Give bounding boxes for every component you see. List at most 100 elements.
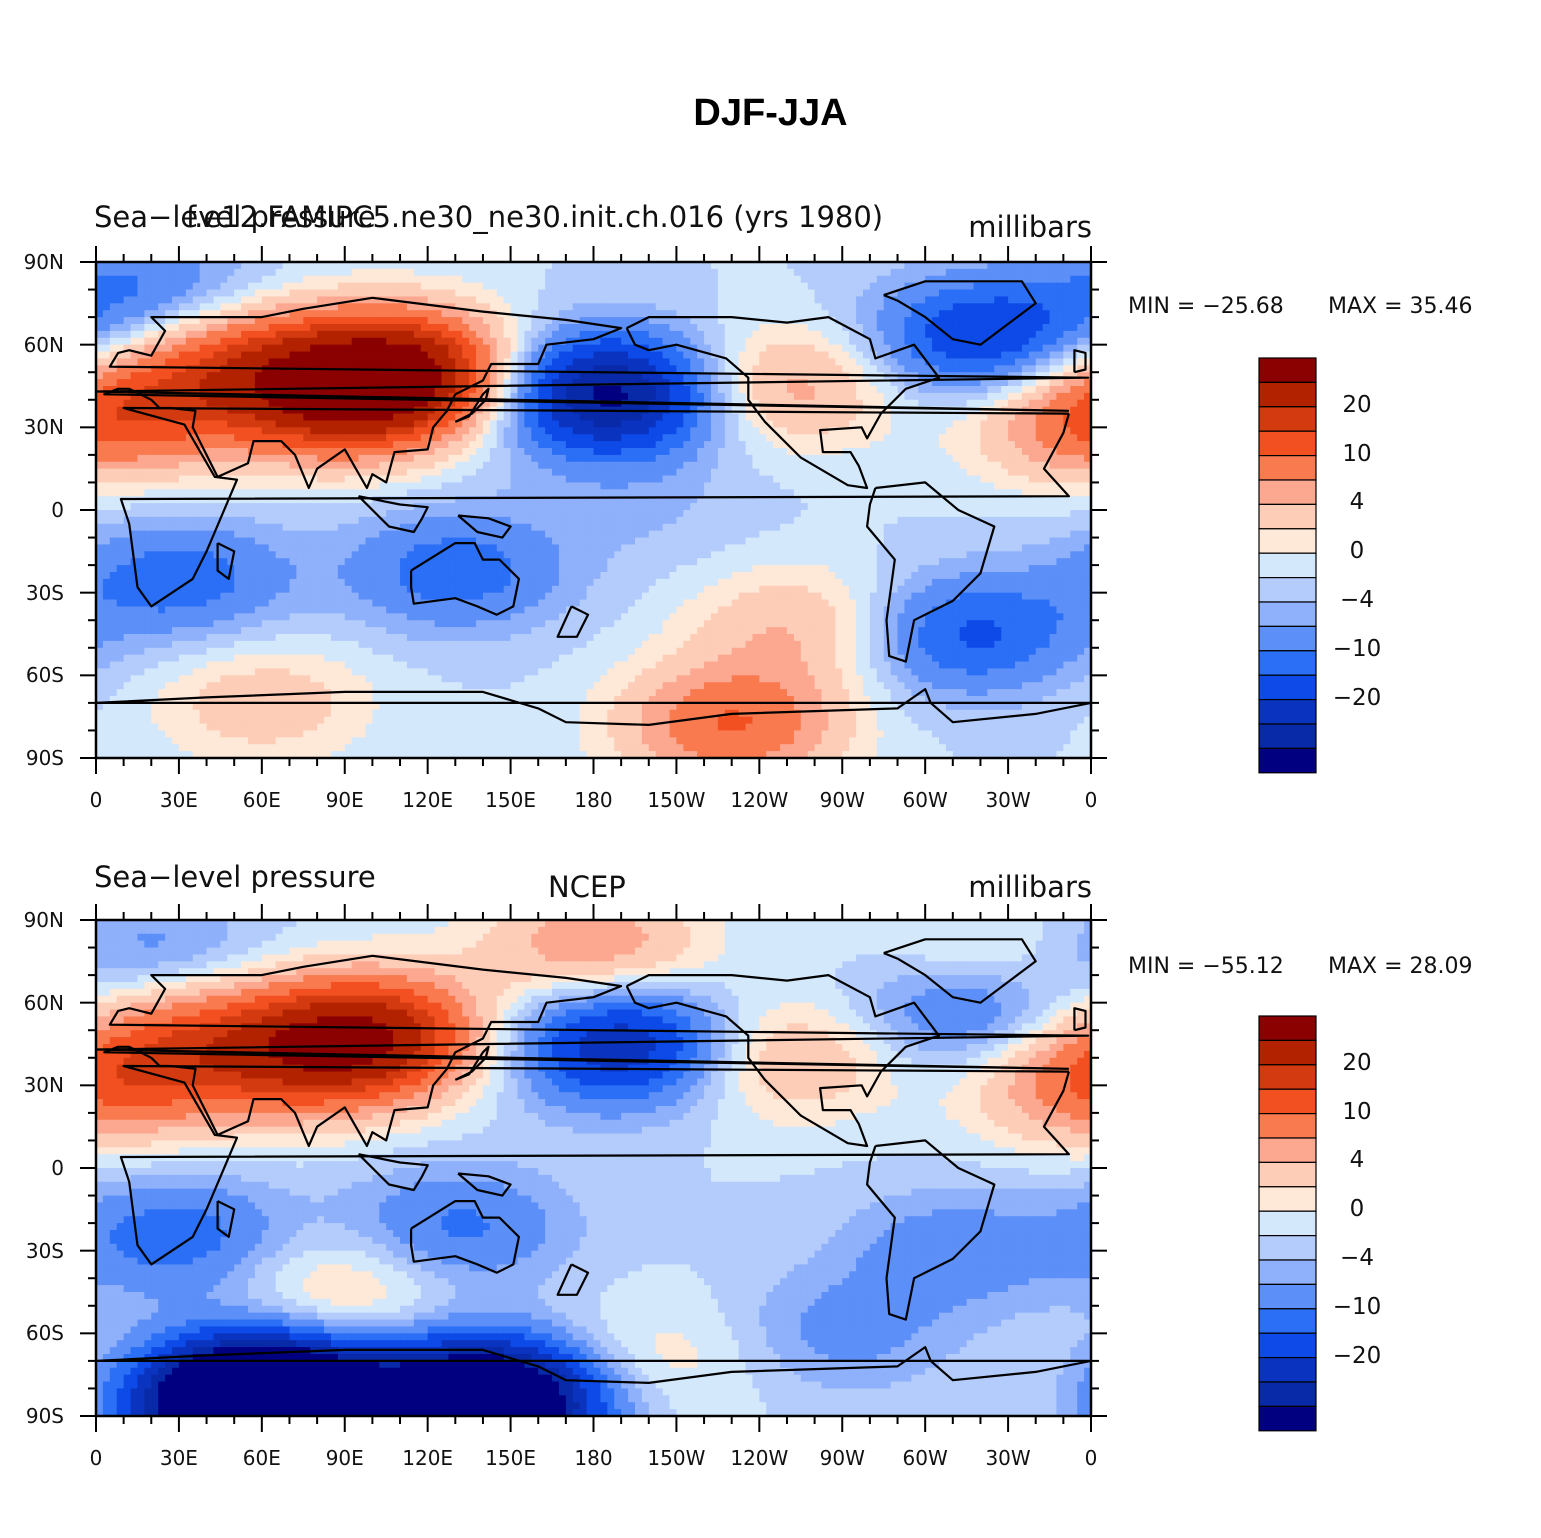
field-cell — [1084, 289, 1091, 298]
field-cell — [1077, 351, 1085, 360]
field-cell — [558, 303, 567, 311]
field-cell — [351, 372, 360, 380]
field-cell — [786, 489, 795, 497]
field-cell — [227, 351, 235, 360]
field-cell — [766, 406, 774, 415]
field-cell — [793, 303, 802, 311]
field-cell — [683, 282, 691, 291]
field-cell — [1035, 413, 1044, 422]
field-cell — [1077, 344, 1085, 353]
field-cell — [683, 468, 691, 477]
field-cell — [1084, 317, 1091, 325]
field-cell — [413, 358, 422, 366]
field-cell — [1063, 482, 1071, 490]
field-cell — [1056, 337, 1064, 346]
field-cell — [745, 337, 754, 346]
field-cell — [690, 461, 698, 470]
field-cell — [973, 303, 982, 311]
field-cell — [406, 399, 415, 408]
field-cell — [641, 324, 650, 332]
field-cell — [489, 461, 498, 470]
field-cell — [780, 434, 788, 442]
field-cell — [296, 434, 304, 442]
field-cell — [213, 413, 221, 422]
field-cell — [655, 351, 664, 360]
field-cell — [241, 413, 249, 422]
field-cell — [96, 386, 104, 394]
field-cell — [669, 420, 678, 428]
field-cell — [165, 420, 173, 428]
field-cell — [1008, 324, 1016, 332]
field-cell — [372, 351, 380, 360]
field-cell — [434, 386, 443, 394]
field-cell — [662, 448, 671, 456]
field-cell — [690, 317, 698, 325]
field-cell — [96, 468, 104, 477]
field-cell — [1056, 441, 1064, 449]
field-cell — [1056, 392, 1064, 401]
field-cell — [165, 358, 173, 366]
field-cell — [1014, 441, 1023, 449]
field-cell — [793, 441, 802, 449]
field-cell — [448, 282, 456, 291]
field-cell — [296, 337, 304, 346]
field-cell — [1070, 454, 1078, 463]
field-cell — [510, 358, 519, 366]
field-cell — [261, 496, 270, 504]
field-cell — [358, 310, 367, 318]
field-cell — [268, 482, 277, 490]
field-cell — [918, 434, 926, 442]
field-cell — [1056, 489, 1064, 497]
field-cell — [476, 496, 484, 504]
field-cell — [455, 489, 463, 497]
field-cell — [344, 399, 353, 408]
field-cell — [621, 379, 629, 387]
field-cell — [724, 413, 733, 422]
field-cell — [213, 275, 221, 284]
field-cell — [717, 351, 726, 360]
field-cell — [213, 406, 221, 415]
field-cell — [793, 372, 802, 380]
field-cell — [489, 482, 498, 490]
field-cell — [890, 282, 899, 291]
field-cell — [337, 268, 346, 277]
field-cell — [621, 475, 629, 484]
field-cell — [973, 434, 982, 442]
field-cell — [814, 365, 823, 373]
field-cell — [710, 482, 719, 490]
field-cell — [586, 262, 595, 270]
field-cell — [517, 379, 525, 387]
field-cell — [614, 379, 622, 387]
field-cell — [254, 427, 263, 435]
field-cell — [310, 461, 318, 470]
field-cell — [109, 468, 118, 477]
field-cell — [116, 262, 125, 270]
field-cell — [199, 441, 208, 449]
field-cell — [476, 413, 484, 422]
field-cell — [241, 420, 249, 428]
field-cell — [1008, 358, 1016, 366]
field-cell — [856, 337, 864, 346]
field-cell — [987, 303, 995, 311]
field-cell — [1063, 262, 1071, 270]
field-cell — [600, 468, 608, 477]
field-cell — [773, 358, 781, 366]
field-cell — [1021, 441, 1030, 449]
field-cell — [206, 372, 215, 380]
field-cell — [330, 482, 339, 490]
field-cell — [994, 296, 1002, 304]
field-cell — [938, 413, 947, 422]
field-cell — [572, 448, 581, 456]
field-cell — [911, 427, 919, 435]
field-cell — [1021, 482, 1030, 490]
field-cell — [558, 310, 567, 318]
field-cell — [344, 351, 353, 360]
field-cell — [614, 303, 622, 311]
field-cell — [621, 413, 629, 422]
field-cell — [289, 289, 297, 298]
field-cell — [254, 372, 263, 380]
field-cell — [116, 475, 125, 484]
field-cell — [918, 482, 926, 490]
field-cell — [552, 475, 560, 484]
field-cell — [1084, 386, 1091, 394]
